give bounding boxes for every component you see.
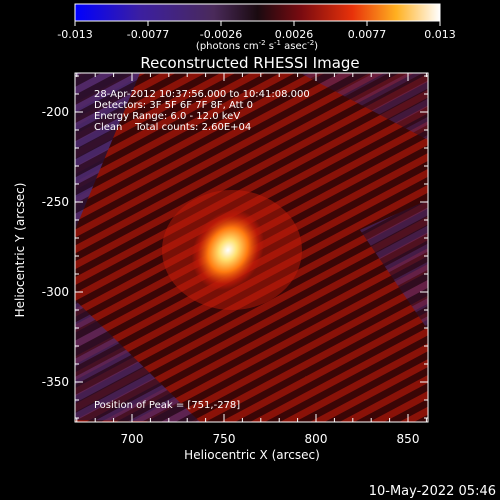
plot-title: Reconstructed RHESSI Image: [140, 54, 359, 72]
peak-position-label: Position of Peak = [751,-278]: [94, 400, 240, 411]
colorbar-tick-label: -0.013: [57, 28, 92, 41]
x-tick-label: 800: [305, 432, 328, 446]
x-axis-label: Heliocentric X (arcsec): [184, 448, 320, 462]
colorbar-tick-label: 0.0026: [275, 28, 314, 41]
x-tick-label: 700: [121, 432, 144, 446]
colorbar-tick-label: -0.0077: [127, 28, 169, 41]
x-tick-label: 850: [397, 432, 420, 446]
info-time-range: 28-Apr-2012 10:37:56.000 to 10:41:08.000: [94, 89, 310, 100]
image-purple-region-topright: [300, 73, 428, 140]
y-tick-label: -350: [42, 375, 69, 389]
colorbar-tick-label: 0.013: [424, 28, 456, 41]
colorbar-tick-label: 0.0077: [348, 28, 387, 41]
image-purple-region-right: [360, 200, 428, 330]
x-tick-label: 750: [213, 432, 236, 446]
colorbar-unit-label: (photons cm-2 s-1 asec-2): [196, 39, 318, 52]
colorbar-tick-label: -0.0026: [200, 28, 242, 41]
info-energy-range: Energy Range: 6.0 - 12.0 keV: [94, 111, 240, 122]
colorbar-gradient: [74, 3, 441, 22]
plot-frame: [74, 72, 429, 423]
colorbar-tick-marks: [74, 21, 441, 26]
image-purple-region-bottomleft: [75, 300, 200, 422]
colorbar: -0.013 -0.0077 -0.0026 0.0026 0.0077 0.0…: [57, 3, 456, 52]
info-block: 28-Apr-2012 10:37:56.000 to 10:41:08.000…: [94, 89, 310, 411]
y-tick-label: -300: [42, 285, 69, 299]
footer-timestamp: 10-May-2022 05:46: [369, 484, 496, 499]
image-purple-region-topleft: [75, 73, 140, 230]
y-tick-label: -200: [42, 105, 69, 119]
rhessi-image: [75, 73, 428, 422]
axis-tick-marks: [75, 73, 428, 422]
y-tick-label: -250: [42, 195, 69, 209]
info-clean-counts: Clean Total counts: 2.60E+04: [94, 122, 251, 133]
flare-source: [191, 209, 265, 291]
y-axis-label: Heliocentric Y (arcsec): [13, 183, 27, 318]
info-detectors: Detectors: 3F 5F 6F 7F 8F, Att 0: [94, 100, 253, 111]
